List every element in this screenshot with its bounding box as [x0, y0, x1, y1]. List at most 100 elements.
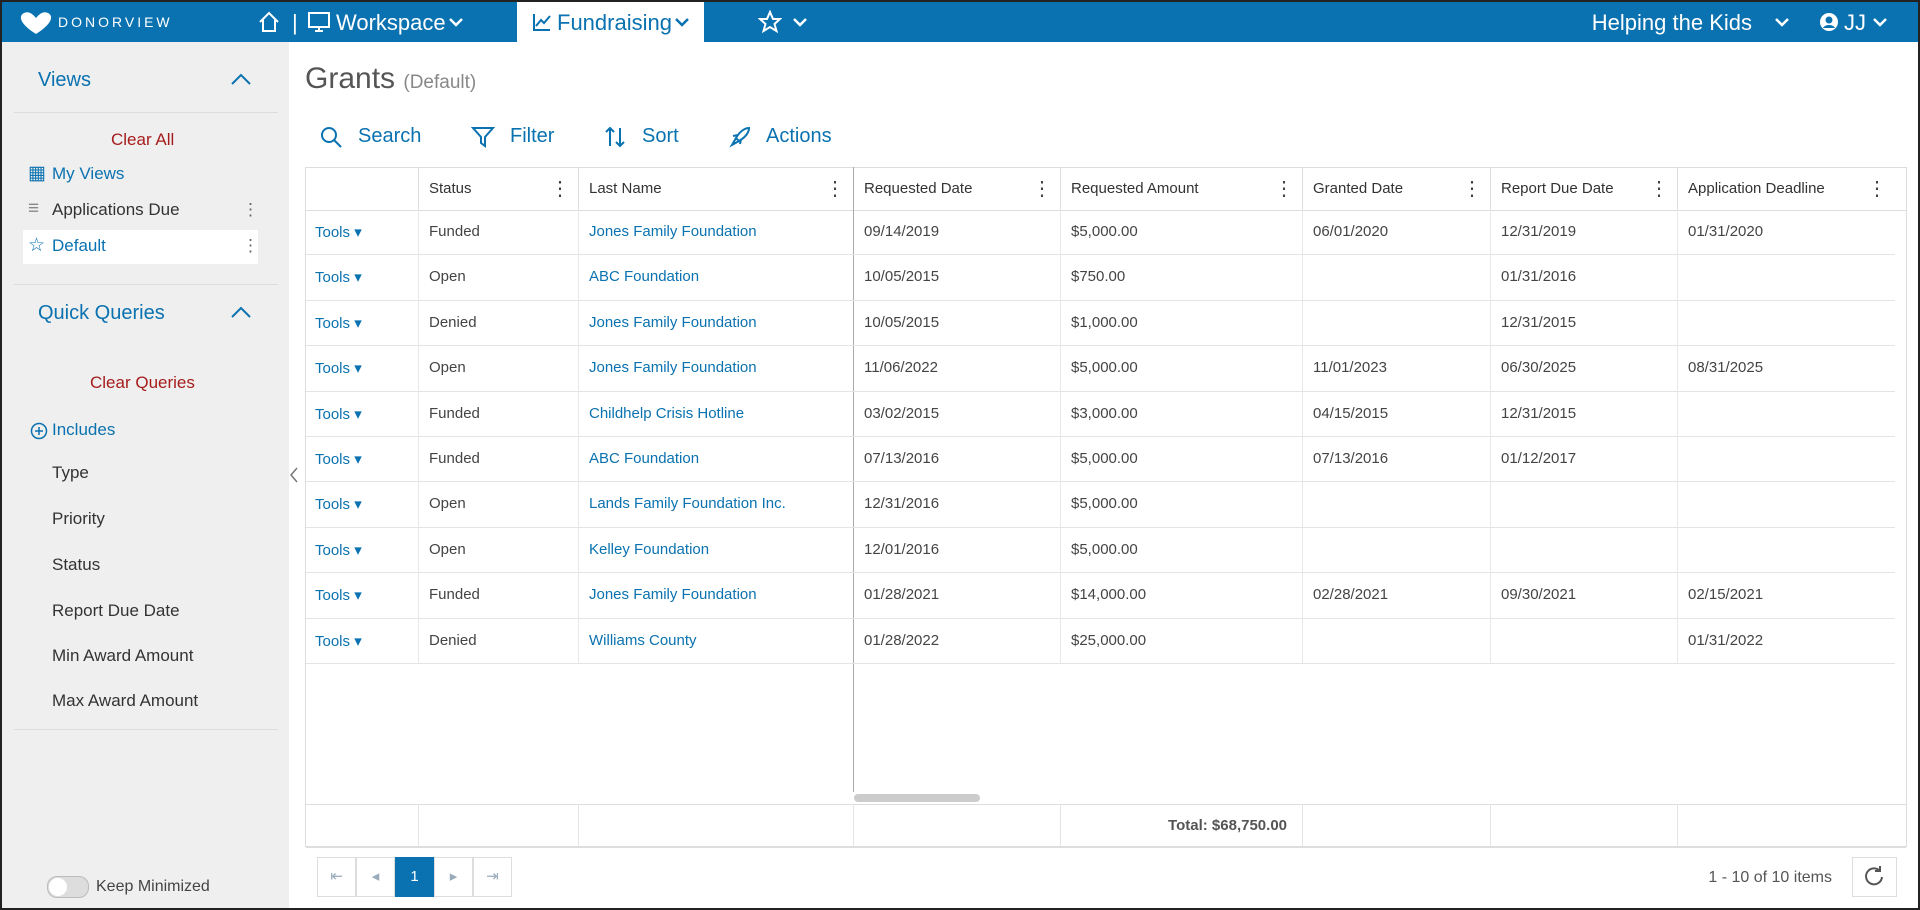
- cell: 12/31/2016: [864, 495, 940, 513]
- cell[interactable]: Jones Family Foundation: [589, 586, 757, 604]
- collapse-icon[interactable]: [230, 72, 252, 86]
- row-tools[interactable]: Tools ▾: [315, 360, 362, 378]
- row-tools[interactable]: Tools ▾: [315, 451, 362, 468]
- column-header[interactable]: Requested Amount: [1071, 180, 1199, 197]
- collapse-icon[interactable]: [230, 305, 252, 319]
- query-filter[interactable]: Type: [52, 463, 89, 482]
- cell[interactable]: Lands Family Foundation Inc.: [589, 495, 786, 513]
- views-header[interactable]: Views: [38, 69, 91, 91]
- toolbar-button[interactable]: Filter: [510, 125, 555, 147]
- view-item[interactable]: Applications Due: [52, 200, 180, 219]
- cell-divider: [1677, 255, 1678, 301]
- toggle[interactable]: [47, 876, 89, 898]
- query-filter[interactable]: Min Award Amount: [52, 646, 194, 665]
- organization-menu[interactable]: Helping the Kids: [1591, 10, 1752, 35]
- selected-view: [23, 230, 258, 264]
- cell[interactable]: Kelley Foundation: [589, 540, 710, 558]
- cell[interactable]: Williams County: [589, 631, 697, 649]
- pager-button[interactable]: ▸: [434, 857, 473, 897]
- cell: Funded: [429, 586, 480, 604]
- cell[interactable]: ABC Foundation: [589, 268, 700, 286]
- pager-button[interactable]: 1: [395, 857, 434, 897]
- sidebar-toggle[interactable]: [288, 466, 300, 484]
- column-menu[interactable]: ⋮: [550, 178, 570, 200]
- refresh-button[interactable]: [1852, 857, 1897, 897]
- home-icon[interactable]: [257, 10, 281, 34]
- cell[interactable]: Childhelp Crisis Hotline: [589, 404, 745, 422]
- column-header[interactable]: Application Deadline: [1688, 180, 1825, 197]
- query-filter[interactable]: Max Award Amount: [52, 691, 199, 710]
- column-menu[interactable]: ⋮: [1649, 178, 1669, 200]
- fundraising-tab[interactable]: Fundraising: [557, 10, 672, 35]
- cell-divider: [1677, 618, 1678, 664]
- column-menu[interactable]: ⋮: [1867, 178, 1887, 200]
- query-filter[interactable]: Report Due Date: [52, 601, 180, 620]
- user-menu[interactable]: JJ: [1844, 10, 1866, 35]
- view-item[interactable]: Default: [52, 236, 106, 255]
- quick-queries-header[interactable]: Quick Queries: [38, 302, 165, 324]
- row-tools[interactable]: Tools ▾: [315, 541, 362, 559]
- row-tools[interactable]: Tools ▾: [315, 224, 362, 241]
- column-menu[interactable]: ⋮: [1462, 178, 1482, 200]
- view-menu[interactable]: ⋮: [242, 200, 259, 219]
- cell-divider: [1302, 210, 1303, 256]
- star-icon[interactable]: [758, 10, 782, 34]
- cell-divider: [1677, 804, 1678, 846]
- toolbar-button[interactable]: Actions: [766, 125, 832, 147]
- cell[interactable]: Jones Family Foundation: [589, 359, 757, 377]
- clear-queries[interactable]: Clear Queries: [90, 373, 195, 392]
- pager-button[interactable]: ◂: [356, 857, 395, 897]
- cell-divider: [1060, 346, 1061, 392]
- cell-divider: [418, 255, 419, 301]
- column-menu[interactable]: ⋮: [1032, 178, 1052, 200]
- column-header[interactable]: Report Due Date: [1501, 180, 1614, 197]
- column-header[interactable]: Status: [429, 180, 472, 197]
- includes[interactable]: Includes: [52, 420, 116, 439]
- cell[interactable]: Jones Family Foundation: [589, 223, 757, 240]
- cell-divider: [1677, 573, 1678, 619]
- cell-divider: [1490, 618, 1491, 664]
- row-tools[interactable]: Tools ▾: [315, 405, 362, 423]
- row-tools[interactable]: Tools ▾: [315, 269, 362, 287]
- pager-button[interactable]: ⇥: [473, 857, 512, 897]
- column-header[interactable]: Requested Date: [864, 180, 973, 197]
- row-tools[interactable]: Tools ▾: [315, 314, 362, 332]
- cell[interactable]: ABC Foundation: [589, 450, 700, 467]
- row-tools[interactable]: Tools ▾: [315, 587, 362, 605]
- cell: Funded: [429, 450, 480, 467]
- toolbar-button[interactable]: Sort: [642, 125, 679, 147]
- cell-divider: [578, 346, 579, 392]
- view-menu[interactable]: ⋮: [242, 236, 259, 255]
- caret: ▾: [350, 360, 362, 378]
- pager-button[interactable]: ⇤: [317, 857, 356, 897]
- cell-divider: [578, 618, 579, 664]
- scrollbar[interactable]: [854, 794, 980, 802]
- query-filter[interactable]: Priority: [52, 509, 105, 528]
- cell-divider: [1060, 437, 1061, 483]
- cell-divider: [418, 391, 419, 437]
- clear-all[interactable]: Clear All: [111, 130, 175, 149]
- column-menu[interactable]: ⋮: [825, 178, 845, 200]
- cell: 01/12/2017: [1501, 450, 1577, 467]
- cell[interactable]: Jones Family Foundation: [589, 313, 757, 331]
- cell: $1,000.00: [1071, 313, 1138, 331]
- column-header[interactable]: Last Name: [589, 180, 662, 197]
- cell: 02/15/2021: [1688, 586, 1764, 604]
- active-tab[interactable]: [517, 2, 704, 42]
- row-tools[interactable]: Tools ▾: [315, 632, 362, 650]
- toolbar-button[interactable]: Search: [358, 125, 422, 147]
- cell-divider: [1302, 255, 1303, 301]
- column-header[interactable]: Granted Date: [1313, 180, 1404, 197]
- cell-divider: [418, 210, 419, 256]
- row-tools[interactable]: Tools ▾: [315, 496, 362, 514]
- cell: $5,000.00: [1071, 495, 1138, 513]
- monitor-icon: [308, 12, 330, 32]
- user-icon[interactable]: [1819, 12, 1839, 32]
- cell: 02/28/2021: [1313, 586, 1389, 604]
- cell: 12/01/2016: [864, 540, 940, 558]
- query-filter[interactable]: Status: [52, 555, 101, 574]
- data-grid: [305, 167, 1907, 847]
- workspace-menu[interactable]: Workspace: [336, 10, 446, 35]
- view-item[interactable]: My Views: [52, 164, 125, 183]
- column-menu[interactable]: ⋮: [1274, 178, 1294, 200]
